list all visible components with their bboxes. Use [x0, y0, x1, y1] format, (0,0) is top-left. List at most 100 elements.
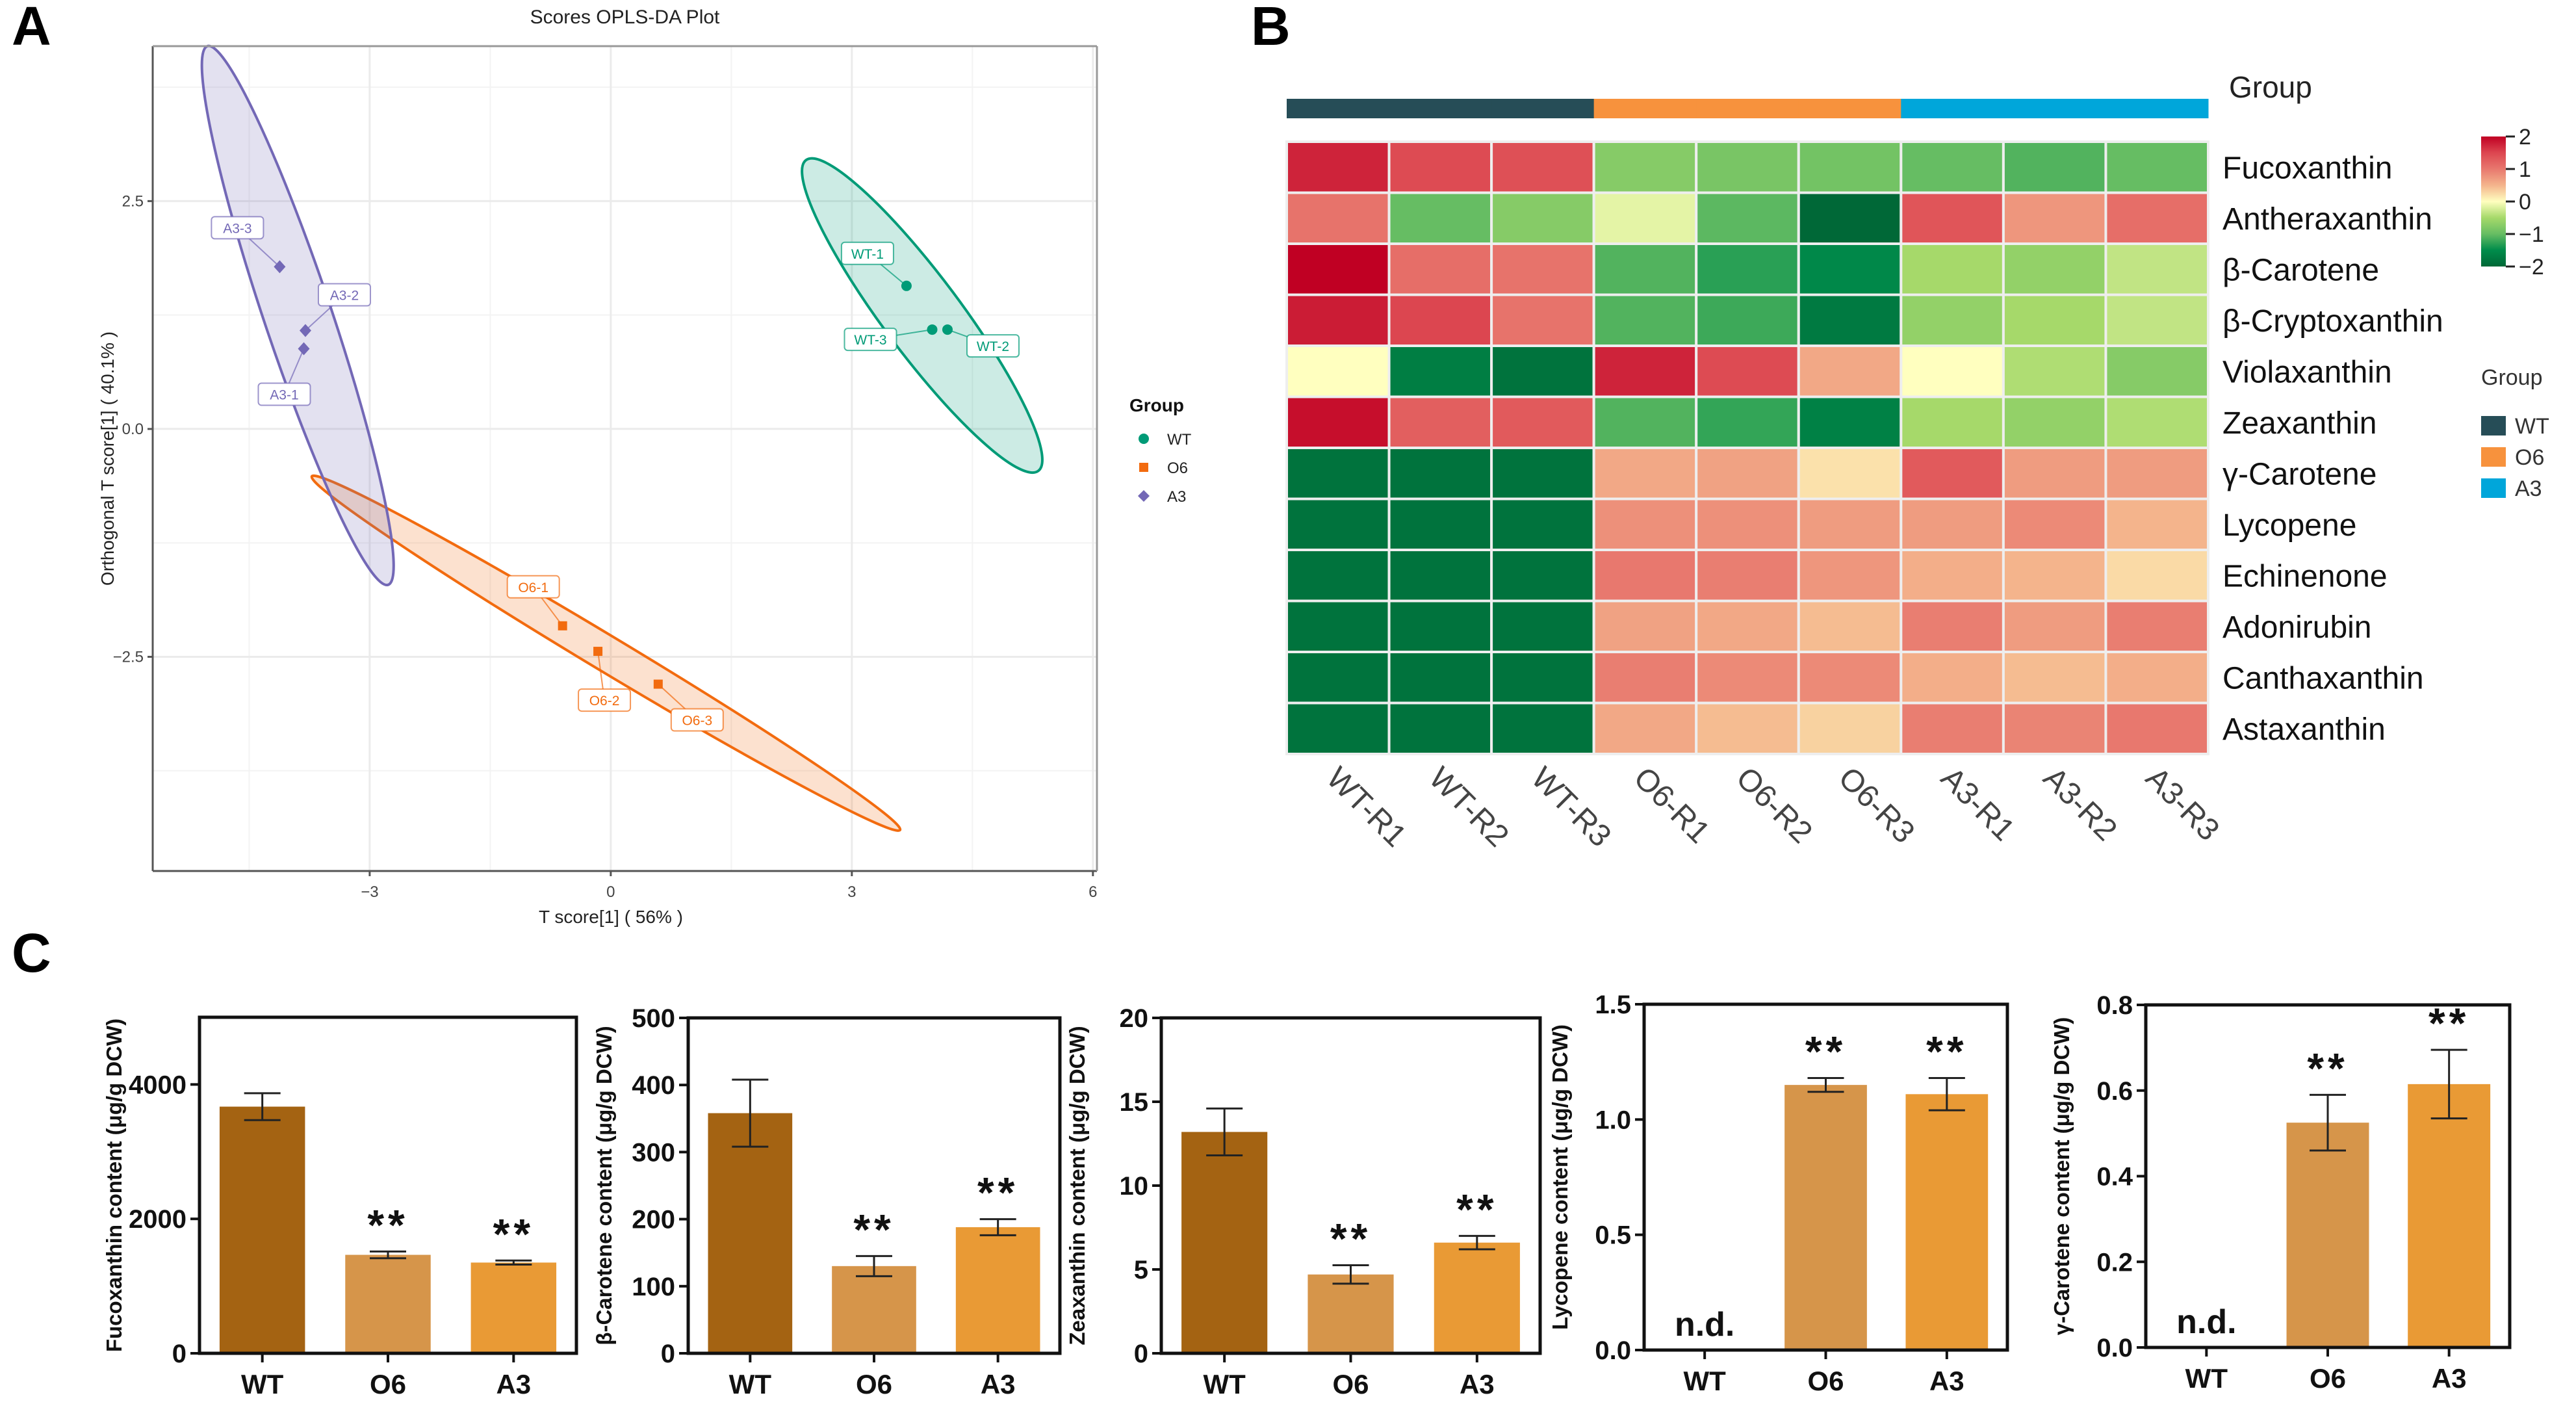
- significance-marker: **: [2307, 1044, 2348, 1092]
- significance-marker: **: [977, 1169, 1018, 1217]
- row-label: Astaxanthin: [2222, 712, 2386, 747]
- group-annotation-cell: [1798, 99, 1901, 118]
- column-label: A3-R2: [2037, 760, 2124, 848]
- heatmap-cell: [1285, 140, 1391, 194]
- heatmap-cell: [1695, 701, 1800, 755]
- data-point-wt-3: [927, 324, 938, 335]
- x-tick-label: O6: [1332, 1369, 1369, 1399]
- heatmap-legend-swatch-wt: [2481, 416, 2506, 436]
- heatmap-cell: [2104, 293, 2209, 347]
- data-point-a3-1: [298, 342, 310, 356]
- heatmap-cell: [1797, 599, 1903, 653]
- x-tick-label: WT: [1684, 1366, 1727, 1396]
- heatmap-cell: [1387, 293, 1493, 347]
- heatmap-cell: [1387, 242, 1493, 296]
- heatmap-cell: [2002, 242, 2107, 296]
- row-label: Fucoxanthin: [2222, 151, 2393, 185]
- x-tick-label: WT: [729, 1369, 772, 1399]
- panel-label-a: A: [12, 0, 51, 57]
- heatmap-cell: [1695, 140, 1800, 194]
- panel-label-b: B: [1251, 0, 1291, 57]
- heatmap-cell: [1490, 242, 1595, 296]
- y-tick-label: 20: [1120, 1004, 1149, 1033]
- heatmap-chart: Group Fucoxanthin Antheraxanthin β-Carotene…: [1285, 70, 2549, 853]
- column-label: O6-R2: [1729, 760, 1818, 850]
- legend-marker-circle: [1139, 434, 1149, 444]
- y-tick-label: 2.5: [122, 192, 144, 210]
- significance-marker: **: [493, 1210, 534, 1258]
- heatmap-cell: [1592, 191, 1698, 245]
- bar-o6: [1307, 1274, 1394, 1353]
- heatmap-cell: [1490, 701, 1595, 755]
- heatmap-legend-label: O6: [2515, 445, 2544, 470]
- row-label: Canthaxanthin: [2222, 661, 2424, 696]
- heatmap-cell: [1592, 497, 1698, 551]
- y-tick-label: 0.6: [2096, 1077, 2133, 1106]
- heatmap-cell: [1695, 344, 1800, 398]
- heatmap-cell: [1490, 651, 1595, 705]
- significance-marker: **: [1330, 1215, 1371, 1263]
- heatmap-cell: [1285, 701, 1391, 755]
- heatmap-cell: [2002, 293, 2107, 347]
- column-label: WT-R1: [1320, 760, 1413, 853]
- bar-a3: [2408, 1084, 2491, 1347]
- heatmap-cell: [1592, 447, 1698, 500]
- significance-marker: **: [367, 1201, 408, 1249]
- row-label: β-Carotene: [2222, 253, 2379, 287]
- row-label: Adonirubin: [2222, 610, 2372, 645]
- bar-o6: [2286, 1123, 2369, 1347]
- significance-marker: **: [2428, 999, 2469, 1047]
- y-tick-label: 400: [632, 1071, 675, 1100]
- row-label: γ-Carotene: [2222, 457, 2376, 491]
- heatmap-cell: [1387, 651, 1493, 705]
- point-label-box: [840, 241, 894, 265]
- point-label-box: [506, 575, 560, 599]
- y-tick-label: 10: [1120, 1172, 1149, 1201]
- heatmap-cell: [2002, 344, 2107, 398]
- plot-frame: [198, 1015, 578, 1355]
- heatmap-cell: [1592, 701, 1698, 755]
- heatmap-cell: [1900, 140, 2005, 194]
- heatmap-cell: [1592, 599, 1698, 653]
- point-label-box: [317, 283, 371, 307]
- significance-marker: **: [1926, 1027, 1967, 1075]
- bar-a3: [1905, 1094, 1989, 1350]
- x-tick-label: O6: [370, 1369, 406, 1399]
- heatmap-cell: [1695, 447, 1800, 500]
- heatmap-cell: [2104, 701, 2209, 755]
- bar-a3: [470, 1262, 557, 1353]
- heatmap-legend-label: WT: [2515, 414, 2549, 439]
- heatmap-cell: [1387, 701, 1493, 755]
- data-point-o6-1: [558, 621, 567, 630]
- heatmap-cell: [1285, 191, 1391, 245]
- y-axis-label: γ-Carotene content (μg/g DCW): [2050, 1017, 2074, 1336]
- column-label: O6-R1: [1627, 760, 1716, 850]
- y-tick-label: 4000: [129, 1071, 187, 1099]
- legend-title: Group: [1129, 395, 1184, 415]
- y-tick-label: 0.4: [2096, 1163, 2133, 1191]
- heatmap-cell: [2002, 701, 2107, 755]
- x-tick-label: WT: [2185, 1363, 2228, 1394]
- x-tick-label: WT: [241, 1369, 284, 1399]
- y-tick-label: 0.0: [2096, 1334, 2133, 1362]
- point-label-box: [966, 334, 1020, 358]
- y-tick-label: 5: [1134, 1256, 1148, 1284]
- heatmap-cell: [2104, 497, 2209, 551]
- bar-o6: [345, 1254, 431, 1353]
- heatmap-legend-label: A3: [2515, 476, 2542, 501]
- heatmap-cell: [1285, 395, 1391, 449]
- heatmap-cell: [1592, 395, 1698, 449]
- heatmap-cell: [1900, 395, 2005, 449]
- heatmap-cell: [2002, 549, 2107, 603]
- colorbar-tick-label: 2: [2519, 125, 2531, 150]
- group-annotation-cell: [1389, 99, 1492, 118]
- colorbar-tick-label: −2: [2519, 255, 2544, 280]
- y-axis-label: Zeaxanthin content (μg/g DCW): [1065, 1026, 1089, 1345]
- heatmap-cell: [1490, 599, 1595, 653]
- heatmap-cell: [1797, 395, 1903, 449]
- heatmap-cell: [1490, 140, 1595, 194]
- heatmap-cell: [2002, 140, 2107, 194]
- group-annotation-cell: [1593, 99, 1697, 118]
- heatmap-cell: [1695, 191, 1800, 245]
